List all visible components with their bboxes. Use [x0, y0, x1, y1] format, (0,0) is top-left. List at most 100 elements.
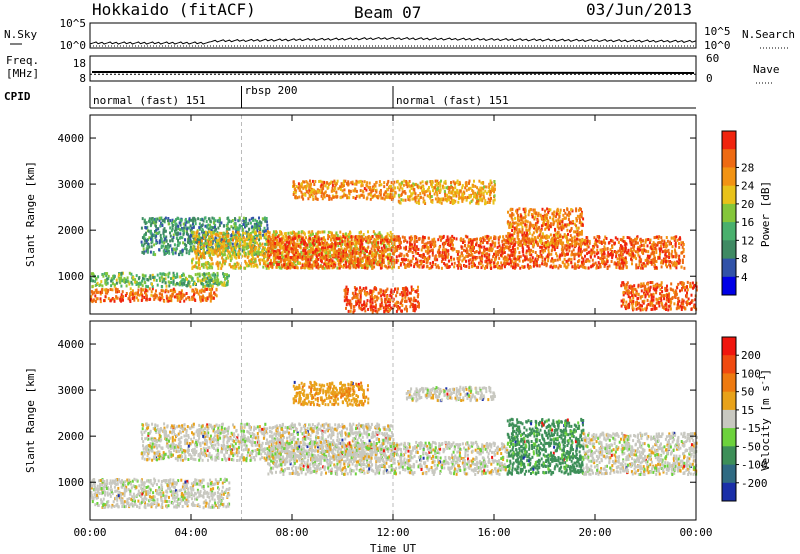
scatter-cell — [292, 265, 295, 269]
scatter-cell — [132, 276, 135, 279]
scatter-cell — [346, 242, 349, 246]
scatter-cell — [479, 244, 482, 248]
scatter-cell — [191, 277, 194, 281]
scatter-cell — [202, 285, 205, 289]
scatter-cell — [382, 261, 385, 264]
scatter-cell — [405, 258, 408, 262]
scatter-cell — [174, 251, 177, 255]
scatter-cell — [271, 264, 274, 268]
scatter-cell — [151, 273, 154, 277]
scatter-cell — [409, 242, 411, 246]
scatter-cell — [311, 179, 314, 183]
scatter-cell — [483, 253, 486, 257]
scatter-cell — [311, 248, 314, 252]
scatter-cell — [339, 248, 342, 252]
scatter-cell — [297, 244, 300, 248]
scatter-cell — [291, 250, 294, 254]
scatter-cell — [333, 238, 336, 242]
scatter-cell — [487, 248, 490, 252]
scatter-cell — [161, 224, 164, 227]
scatter-cell — [652, 257, 655, 261]
scatter-cell — [287, 266, 290, 270]
scatter-cell — [581, 256, 583, 260]
scatter-cell — [311, 241, 314, 245]
scatter-cell — [545, 262, 548, 266]
scatter-cell — [234, 265, 236, 269]
scatter-cell — [186, 231, 189, 235]
scatter-cell — [361, 259, 364, 263]
noise-right-tick-bottom: 10^0 — [704, 39, 731, 52]
scatter-cell — [367, 192, 370, 196]
scatter-cell — [400, 257, 403, 261]
scatter-cell — [122, 298, 124, 302]
scatter-cell — [460, 245, 463, 249]
scatter-cell — [162, 272, 165, 276]
scatter-cell — [666, 265, 668, 269]
scatter-cell — [264, 229, 267, 233]
scatter-cell — [207, 250, 210, 254]
scatter-cell — [237, 255, 240, 259]
scatter-cell — [179, 281, 182, 284]
scatter-cell — [295, 233, 298, 237]
scatter-cell — [667, 248, 670, 252]
scatter-cell — [171, 221, 174, 225]
scatter-cell — [358, 247, 361, 251]
scatter-cell — [191, 217, 194, 221]
scatter-cell — [399, 246, 402, 250]
scatter-cell — [250, 264, 253, 268]
scatter-cell — [502, 248, 505, 252]
scatter-cell — [397, 245, 400, 248]
scatter-cell — [485, 256, 488, 260]
scatter-cell — [482, 241, 484, 245]
scatter-cell — [313, 237, 316, 241]
scatter-cell — [195, 256, 198, 260]
scatter-cell — [586, 242, 589, 246]
scatter-cell — [623, 250, 626, 254]
scatter-cell — [487, 256, 490, 259]
scatter-cell — [187, 236, 190, 240]
scatter-cell — [376, 246, 379, 250]
scatter-cell — [384, 255, 387, 259]
scatter-cell — [120, 293, 123, 297]
scatter-cell — [362, 266, 365, 269]
scatter-cell — [586, 240, 589, 243]
scatter-cell — [120, 273, 123, 277]
scatter-cell — [444, 255, 447, 258]
scatter-cell — [253, 264, 256, 268]
scatter-cell — [391, 243, 394, 247]
scatter-cell — [346, 239, 349, 243]
scatter-cell — [309, 233, 312, 237]
scatter-cell — [155, 217, 158, 221]
scatter-cell — [469, 253, 472, 257]
scatter-cell — [295, 185, 298, 188]
scatter-cell — [210, 251, 213, 255]
scatter-cell — [253, 260, 256, 264]
scatter-cell — [471, 254, 474, 258]
scatter-cell — [212, 221, 215, 225]
scatter-cell — [351, 249, 354, 253]
scatter-cell — [386, 248, 389, 252]
scatter-cell — [516, 246, 519, 250]
scatter-cell — [272, 253, 275, 257]
scatter-cell — [328, 250, 331, 254]
scatter-cell — [219, 235, 222, 239]
scatter-cell — [379, 240, 382, 244]
scatter-cell — [431, 248, 434, 252]
scatter-cell — [187, 220, 190, 224]
scatter-cell — [269, 264, 272, 268]
scatter-cell — [267, 247, 270, 251]
scatter-cell — [572, 248, 575, 252]
scatter-cell — [668, 254, 670, 258]
scatter-cell — [255, 236, 258, 240]
scatter-cell — [301, 264, 304, 267]
scatter-cell — [609, 238, 612, 242]
scatter-cell — [272, 239, 275, 243]
scatter-cell — [168, 244, 171, 248]
scatter-cell — [289, 236, 292, 240]
scatter-cell — [655, 243, 658, 247]
scatter-cell — [111, 282, 114, 286]
scatter-cell — [644, 264, 647, 268]
scatter-cell — [620, 256, 623, 260]
scatter-cell — [186, 240, 189, 244]
scatter-cell — [417, 252, 420, 255]
